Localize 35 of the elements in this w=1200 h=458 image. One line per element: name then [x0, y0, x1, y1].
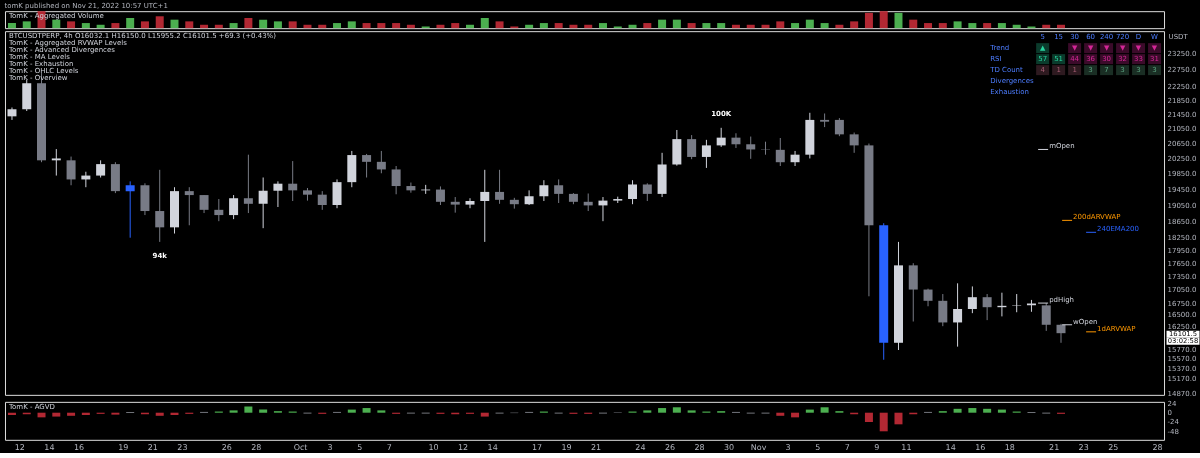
- x-tick-label: 26: [221, 443, 232, 453]
- x-tick-label: 12: [14, 443, 25, 453]
- x-tick-label: 19: [561, 443, 572, 453]
- x-tick-label: 14: [945, 443, 956, 453]
- x-tick-label: 23: [1078, 443, 1089, 453]
- x-tick-label: 16: [975, 443, 986, 453]
- x-tick-label: 7: [844, 443, 850, 453]
- x-tick-label: 11: [901, 443, 912, 453]
- x-tick-label: 26: [664, 443, 676, 453]
- x-tick-label: 9: [874, 443, 880, 453]
- x-tick-label: 5: [357, 443, 363, 453]
- x-tick-label: 18: [1004, 443, 1015, 453]
- x-tick-label: 28: [251, 443, 262, 453]
- x-tick-label: 28: [694, 443, 705, 453]
- x-tick-label: 30: [723, 443, 735, 453]
- x-tick-label: Oct: [293, 443, 308, 453]
- x-tick-label: 21: [1049, 443, 1060, 453]
- x-tick-label: 3: [785, 443, 791, 453]
- x-tick-label: 5: [815, 443, 821, 453]
- x-tick-label: 10: [428, 443, 439, 453]
- x-tick-label: 21: [591, 443, 602, 453]
- x-tick-label: 12: [458, 443, 469, 453]
- x-tick-label: 7: [386, 443, 392, 453]
- x-tick-label: 25: [1108, 443, 1119, 453]
- x-tick-label: 16: [73, 443, 85, 453]
- x-tick-label: 28: [1152, 443, 1163, 453]
- x-tick-label: 19: [118, 443, 129, 453]
- x-tick-label: 24: [635, 443, 646, 453]
- x-tick-label: Nov: [750, 443, 767, 453]
- x-tick-label: 3: [327, 443, 333, 453]
- x-tick-label: 21: [147, 443, 158, 453]
- x-tick-label: 23: [177, 443, 188, 453]
- x-tick-label: 14: [487, 443, 498, 453]
- x-tick-label: 14: [44, 443, 55, 453]
- x-tick-label: 17: [531, 443, 543, 453]
